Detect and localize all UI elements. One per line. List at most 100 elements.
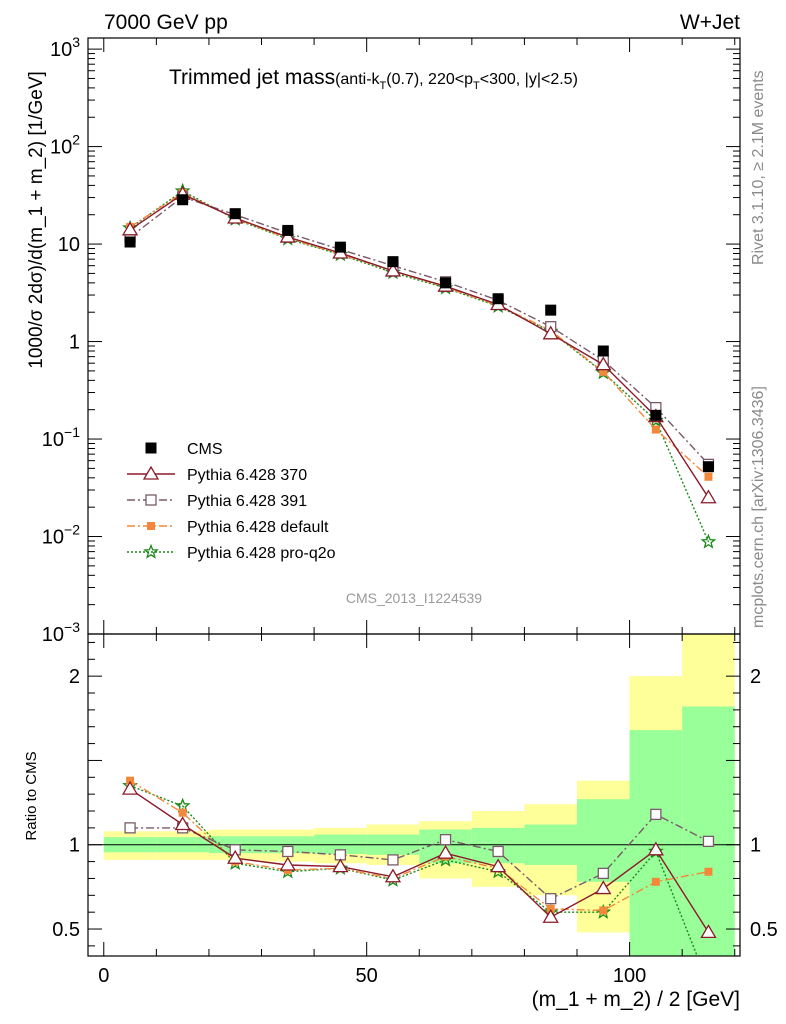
main-point-pdefault-10: [651, 425, 660, 434]
main-point-p370-3-shape: [279, 228, 296, 243]
ratio-point-p391-3-shape: [282, 845, 294, 858]
ratio-point-p370-0-shape: [121, 780, 139, 795]
legend-marker-pq2o: [143, 543, 159, 559]
ratio-ytick-label-2: 2: [69, 666, 80, 688]
main-point-cms-11: [702, 461, 714, 473]
legend-marker-p370: [142, 465, 160, 480]
legend-marker-p391: [145, 494, 157, 506]
main-point-p370-9: [595, 356, 612, 371]
ratio-point-p370-4: [332, 858, 349, 873]
main-ytick-base-5: 10: [42, 527, 64, 549]
ratio-point-pdefault-10: [651, 877, 660, 886]
ratio-ytick-label-1: 1: [69, 835, 80, 857]
legend-entry-p370: Pythia 6.428 370: [127, 465, 307, 484]
ratio-point-p370-9: [595, 880, 612, 895]
ratio-panel: 0.5 0.5 1 1 2 2 0 50 100: [52, 634, 778, 987]
ratio-point-pdefault-0: [126, 776, 135, 785]
ratio-point-pdefault-1: [178, 808, 187, 817]
title-sub-T1: T: [380, 80, 387, 92]
ratio-ytick-label-right-1: 1: [750, 835, 761, 857]
ratio-point-p370-5: [384, 868, 402, 883]
main-point-pdefault-9: [599, 367, 608, 376]
legend-entry-pq2o: Pythia 6.428 pro-q2o: [127, 543, 336, 562]
ratio-point-p370-7: [489, 858, 507, 873]
legend-entry-pdefault: Pythia 6.428 default: [127, 519, 329, 536]
main-point-pq2o-11-shape: [700, 533, 717, 549]
main-ytick-exp-5: −2: [64, 522, 80, 538]
ratio-point-pdefault-8: [546, 904, 555, 913]
main-point-cms-0-shape: [124, 236, 136, 248]
main-ytick-label-5: 10−2: [42, 522, 80, 549]
main-point-cms-11-shape: [702, 461, 714, 473]
ratio-point-pdefault-1-shape: [178, 808, 187, 817]
ratio-point-pdefault-0-shape: [126, 776, 135, 785]
main-ytick-exp-1: 2: [72, 132, 80, 148]
main-ytick-label-3: 1: [69, 332, 80, 354]
main-point-cms-3-shape: [282, 224, 294, 236]
legend-marker-pq2o-shape: [143, 543, 159, 559]
legend-entry-cms: CMS: [145, 441, 223, 458]
ratio-point-p370-3: [279, 856, 296, 871]
main-ytick-base-2: 10: [58, 234, 80, 256]
main-ytick-label-4: 10−1: [42, 424, 80, 451]
ratio-point-p370-6: [437, 844, 454, 859]
main-point-cms-5: [387, 256, 399, 268]
main-line-p391: [129, 196, 710, 465]
main-ytick-base-4: 10: [42, 429, 64, 451]
main-point-p370-8: [542, 325, 559, 340]
main-point-cms-2-shape: [229, 208, 241, 220]
band-green-11: [682, 706, 735, 956]
legend-marker-p391-shape: [145, 494, 157, 506]
rivet-label: Rivet 3.1.10, ≥ 2.1M events: [750, 70, 767, 265]
ratio-point-p370-11: [700, 924, 717, 939]
main-point-p370-3: [279, 228, 296, 243]
legend: CMS Pythia 6.428 370 Pythia 6.428 391 Pythi…: [127, 441, 336, 562]
main-line-p370: [129, 193, 710, 499]
main-ytick-base-1: 10: [50, 137, 72, 159]
title-sub-mid1: (0.7), 220<p: [386, 71, 473, 88]
ratio-series-p370: [121, 780, 717, 939]
ratio-point-p370-2: [227, 849, 244, 864]
legend-marker-cms: [145, 442, 157, 454]
ratio-point-pdefault-10-shape: [651, 877, 660, 886]
main-point-cms-4-shape: [334, 241, 346, 253]
ratio-line-p391: [130, 813, 709, 900]
main-point-cms-3: [282, 224, 294, 236]
ratio-point-p370-10: [647, 841, 665, 856]
ratio-point-p391-4: [334, 849, 347, 861]
ratio-point-p391-9-shape: [597, 867, 609, 880]
ratio-point-pdefault-9-shape: [599, 906, 608, 915]
ratio-ytick-label-right-2: 2: [750, 666, 761, 688]
legend-entry-p391: Pythia 6.428 391: [127, 493, 307, 510]
ratio-xtick-label-2: 100: [613, 965, 646, 987]
main-point-p370-5: [384, 262, 402, 277]
main-point-p370-11-shape: [700, 489, 717, 504]
legend-marker-p370-shape: [142, 465, 160, 480]
ratio-point-p391-5-shape: [387, 854, 399, 866]
ratio-point-p391-11-shape: [702, 835, 715, 848]
ratio-point-p370-5-shape: [384, 868, 402, 883]
ratio-point-p391-9: [597, 867, 609, 880]
ratio-line-pq2o: [129, 785, 698, 956]
ratio-series-p391: [124, 808, 715, 905]
main-point-cms-7-shape: [492, 293, 504, 305]
main-point-cms-4: [334, 241, 346, 253]
main-point-p370-5-shape: [384, 262, 402, 277]
main-point-cms-8: [545, 304, 557, 316]
main-ytick-label-0: 103: [50, 34, 80, 61]
panel-frames: [87, 37, 741, 957]
main-point-p370-11: [700, 489, 717, 504]
main-point-cms-10: [650, 409, 662, 421]
legend-label-p370: Pythia 6.428 370: [187, 467, 307, 484]
main-ytick-exp-4: −1: [64, 424, 80, 440]
ratio-xtick-label-1: 50: [356, 965, 378, 987]
main-ytick-base-6: 10: [42, 624, 64, 646]
energy-label: 7000 GeV pp: [104, 11, 228, 34]
main-point-p370-9-shape: [595, 356, 612, 371]
ratio-point-p391-7: [492, 845, 504, 858]
process-label: W+Jet: [680, 11, 740, 34]
ratio-point-p370-1: [174, 816, 191, 831]
main-ytick-label-1: 102: [50, 132, 80, 159]
